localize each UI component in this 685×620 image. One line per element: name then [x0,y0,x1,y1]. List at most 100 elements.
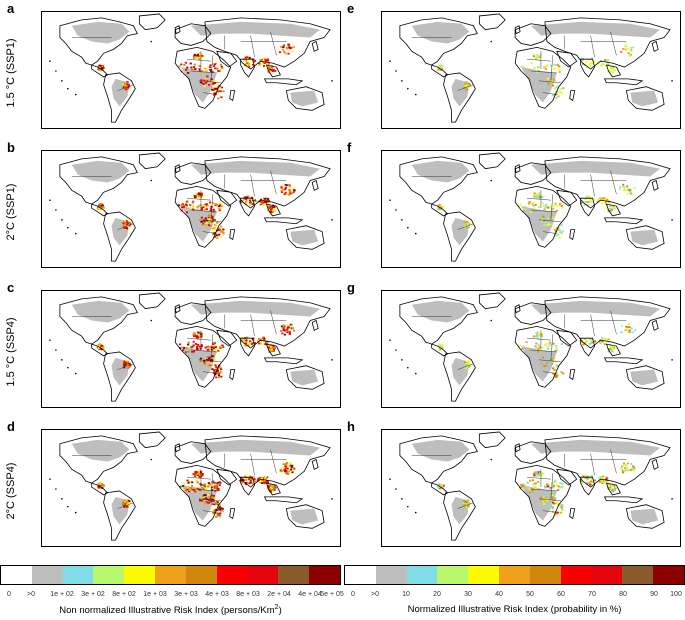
risk-cell [264,480,268,483]
risk-cell [260,201,263,203]
risk-cell [206,485,209,488]
risk-cell [189,488,192,491]
risk-cell [631,331,634,334]
risk-cell [191,481,194,484]
risk-cell [289,47,292,50]
risk-cell [465,501,468,503]
country-border [610,170,617,195]
risk-cell [194,195,197,197]
risk-cell [269,486,273,489]
island [401,80,403,82]
risk-cell [126,500,129,503]
risk-cell [282,46,285,49]
risk-cell [437,68,440,71]
risk-cell [186,488,189,491]
low-risk-region [181,346,217,382]
risk-cell [220,204,223,207]
risk-cell [199,357,203,360]
risk-cell [187,343,190,346]
low-risk-region [111,217,130,246]
risk-cell [262,481,266,484]
risk-cell [601,479,605,482]
risk-cell [537,474,540,476]
risk-cell [537,481,540,483]
risk-cell [534,335,537,338]
risk-cell [213,93,216,96]
coastline-asia [544,156,671,209]
risk-cell [243,197,246,200]
risk-cell [212,232,215,235]
country-border [117,84,134,91]
risk-cell [552,496,556,499]
legend-left-caption-end: ) [278,605,282,617]
risk-cell [558,202,562,205]
risk-cell [467,499,470,502]
island [401,359,403,361]
island [490,179,493,182]
low-risk-region [531,439,661,456]
risk-cell [127,362,130,365]
risk-cell [219,203,222,206]
risk-cell [217,89,220,92]
country-border [530,209,557,213]
risk-cell [100,483,103,486]
risk-cell [268,68,271,71]
risk-cell [243,59,246,62]
risk-cell [181,349,185,352]
low-risk-region [630,90,659,107]
coastline-arabia [556,50,578,68]
risk-cell [221,231,224,233]
risk-cell [213,341,216,344]
risk-cell [553,228,557,231]
legend-swatch [560,566,592,584]
risk-cell [551,481,554,484]
risk-cell [522,210,525,213]
risk-cell [183,482,186,485]
island [671,219,673,221]
island [150,179,153,182]
risk-cell [551,510,555,513]
coastline-greenland [478,431,506,449]
risk-cell [249,340,252,343]
risk-cell [546,485,550,488]
risk-cell [222,346,225,349]
risk-cell [207,482,210,484]
risk-cell [97,65,100,68]
risk-cell [540,195,544,198]
risk-cell [199,473,202,475]
risk-cell [284,52,287,55]
risk-cell [203,502,206,505]
risk-cell [283,467,286,470]
risk-cell [468,221,471,224]
country-border [527,58,551,62]
risk-cell [210,70,213,73]
risk-cell [214,508,217,511]
risk-cell [555,375,559,377]
risk-cell [212,202,215,204]
risk-cell [555,513,558,516]
risk-cell [536,195,539,198]
risk-cell [259,481,262,484]
risk-cell [611,350,614,353]
risk-cell [206,75,209,78]
risk-cell [243,64,247,67]
risk-cell [129,364,132,367]
island [407,505,409,508]
risk-cell [620,324,623,327]
risk-cell [214,501,218,504]
risk-cell [552,367,555,370]
risk-cell [213,226,216,229]
risk-cell [216,67,219,70]
risk-cell [262,61,265,64]
risk-cell [532,335,536,338]
risk-cell [248,56,251,59]
risk-cell [280,330,283,332]
country-border [610,31,617,56]
risk-cell [197,192,201,195]
risk-cell [554,515,557,517]
risk-cell [609,344,612,347]
risk-cell [522,485,525,488]
risk-cell [209,225,212,228]
risk-cell [188,490,191,493]
country-border [202,92,217,95]
